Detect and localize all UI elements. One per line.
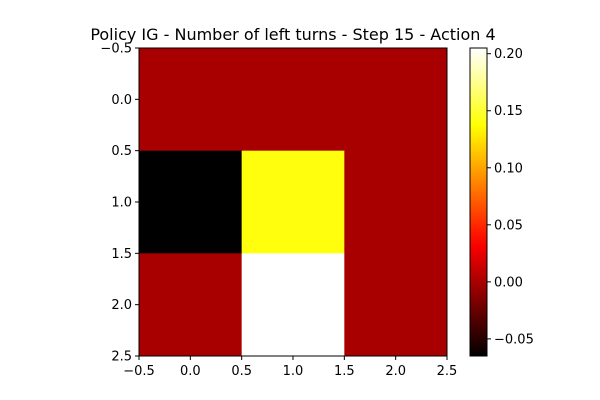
- heatmap-cell-r1-c1: [242, 151, 345, 254]
- heatmap-cell-r0-c0: [139, 48, 242, 151]
- x-tick-label: 0.0: [180, 364, 201, 379]
- heatmap-cell-r0-c1: [242, 48, 345, 151]
- heatmap-cells: [139, 48, 448, 357]
- y-tick-label: 0.0: [111, 93, 132, 108]
- y-tick-label: 1.0: [111, 196, 132, 211]
- x-tick-label: −0.5: [123, 364, 155, 379]
- x-tick-label: 1.5: [334, 364, 355, 379]
- heatmap-cell-r2-c0: [139, 253, 242, 356]
- heatmap-cell-r2-c1: [242, 253, 345, 356]
- colorbar-tick-label: 0.15: [494, 104, 523, 119]
- x-tick-label: 2.0: [385, 364, 406, 379]
- colorbar-tick-label: 0.10: [494, 161, 523, 176]
- heatmap-cell-r1-c0: [139, 151, 242, 254]
- colorbar-tick-label: 0.20: [494, 47, 523, 62]
- y-tick-label: 1.5: [111, 247, 132, 262]
- heatmap-cell-r0-c2: [344, 48, 447, 151]
- heatmap-cell-r1-c2: [344, 151, 447, 254]
- x-tick-label: 0.5: [231, 364, 252, 379]
- y-tick-label: 0.5: [111, 144, 132, 159]
- y-tick-label: −0.5: [100, 42, 132, 57]
- colorbar: [470, 48, 487, 356]
- y-tick-label: 2.0: [111, 298, 132, 313]
- heatmap-cell-r2-c2: [344, 253, 447, 356]
- x-tick-label: 2.5: [437, 364, 458, 379]
- colorbar-tick-label: −0.05: [494, 332, 534, 347]
- y-tick-label: 2.5: [111, 350, 132, 365]
- colorbar-tick-label: 0.05: [494, 218, 523, 233]
- x-tick-label: 1.0: [283, 364, 304, 379]
- chart-title: Policy IG - Number of left turns - Step …: [90, 25, 495, 44]
- colorbar-tick-label: 0.00: [494, 275, 523, 290]
